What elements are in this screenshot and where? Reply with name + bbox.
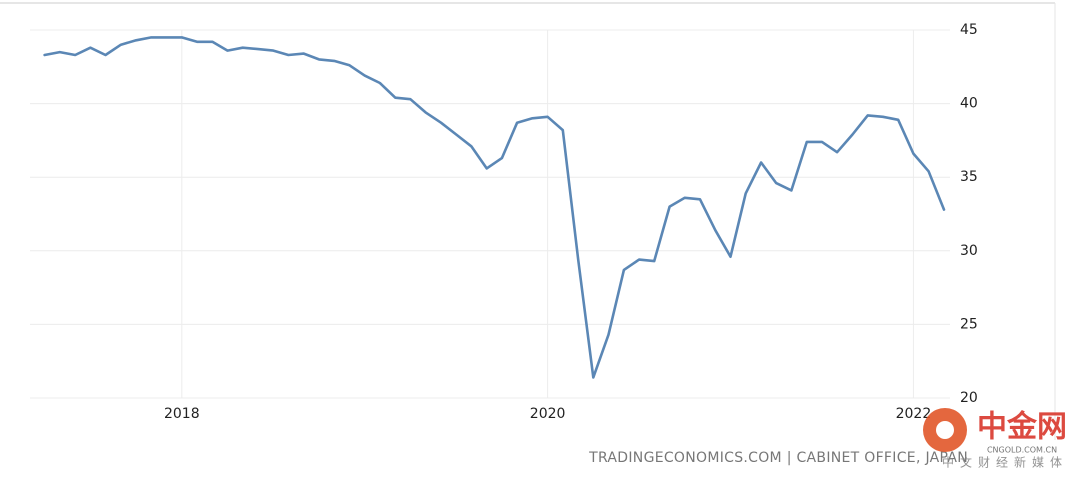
watermark-name: 中金网 (977, 410, 1067, 445)
y-tick-label: 30 (960, 243, 978, 259)
logo-inner (936, 421, 954, 439)
watermark-slogan: 中文财经新媒体 (942, 455, 1068, 470)
x-tick-label: 2018 (164, 406, 200, 422)
plot: 20 25 30 35 40 45 2018 2020 2022 (30, 22, 978, 422)
data-line (43, 36, 946, 379)
y-tick-label: 35 (960, 169, 978, 185)
x-tick-label: 2020 (530, 406, 566, 422)
watermark: 中金网 CNGOLD.COM.CN 中文财经新媒体 (923, 408, 1068, 470)
y-tick-label: 40 (960, 96, 978, 112)
y-tick-label: 25 (960, 316, 978, 332)
x-tick-label: 2022 (896, 406, 932, 422)
watermark-site: CNGOLD.COM.CN (987, 446, 1057, 455)
y-tick-label: 45 (960, 22, 978, 38)
source: TRADINGECONOMICS.COM | CABINET OFFICE, J… (588, 450, 968, 466)
y-tick-label: 20 (960, 390, 978, 406)
